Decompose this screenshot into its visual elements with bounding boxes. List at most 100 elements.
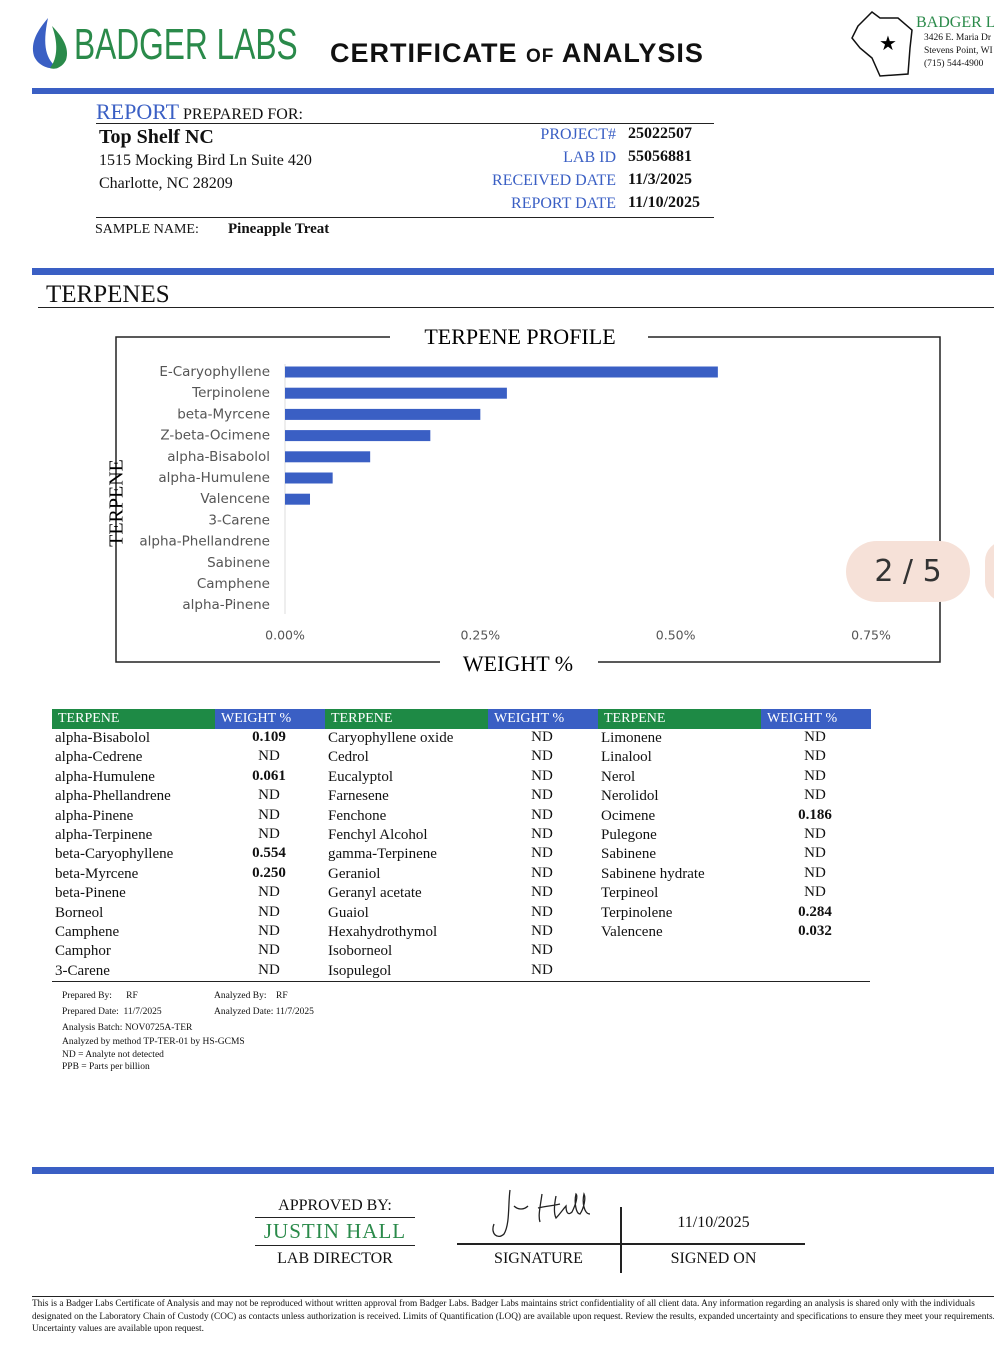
terpene-weight: ND [804, 884, 826, 901]
svg-text:★: ★ [879, 31, 897, 55]
bar [285, 408, 481, 420]
y-tick-label: Z-beta-Ocimene [160, 428, 270, 444]
addr-line: (715) 544-4900 [924, 59, 984, 69]
terpene-weight: ND [531, 748, 553, 765]
field-value: 25022507 [628, 125, 692, 142]
terpene-weight: ND [804, 845, 826, 862]
sample-label: SAMPLE NAME: [95, 222, 199, 237]
pager[interactable]: 2 / 5 [846, 541, 970, 602]
y-tick-label: alpha-Phellandrene [139, 534, 270, 550]
terpene-weight: 0.284 [798, 903, 832, 920]
terpene-weight: ND [531, 961, 553, 978]
terpene-name: Limonene [601, 730, 662, 746]
terpene-name: Borneol [55, 904, 104, 921]
terpene-weight: ND [531, 903, 553, 920]
client-address: Charlotte, NC 28209 [99, 175, 233, 192]
field-label: RECEIVED DATE [492, 172, 616, 189]
signed-on-label: SIGNED ON [670, 1250, 757, 1267]
note-line: Analyzed by method TP-TER-01 by HS-GCMS [62, 1037, 245, 1047]
terpene-name: Sabinene hydrate [601, 865, 705, 882]
terpene-name: Linalool [601, 749, 652, 766]
note-value: RF [126, 991, 138, 1001]
terpene-name: Geraniol [328, 865, 381, 882]
approver-name: JUSTIN HALL [263, 1219, 407, 1243]
terpene-weight: ND [258, 787, 280, 804]
terpene-name: Guaiol [328, 904, 369, 921]
terpene-weight: ND [531, 884, 553, 901]
terpene-name: alpha-Pinene [55, 807, 134, 824]
terpene-name: Caryophyllene oxide [328, 730, 454, 746]
field-value: 55056881 [628, 148, 692, 165]
terpene-name: beta-Caryophyllene [55, 846, 174, 863]
rule [96, 217, 714, 218]
title-part: ANALYSIS [561, 38, 704, 68]
terpene-name: Nerolidol [601, 788, 659, 805]
terpene-name: alpha-Terpinene [55, 827, 153, 843]
note-lines: Analyzed by method TP-TER-01 by HS-GCMS … [62, 1036, 245, 1074]
terpene-name: alpha-Phellandrene [55, 788, 171, 805]
terpene-weight: 0.250 [252, 864, 286, 881]
pager-next[interactable] [985, 541, 994, 602]
y-tick-label: alpha-Bisabolol [167, 449, 270, 465]
addr-line: Stevens Point, WI [924, 46, 993, 56]
x-tick-label: 0.50% [656, 628, 696, 643]
terpene-weight: ND [531, 864, 553, 881]
terpene-weight: ND [531, 923, 553, 939]
note-label: Prepared Date: [62, 1007, 119, 1017]
terpene-weight: ND [531, 942, 553, 959]
signature-image [492, 1189, 591, 1238]
rule [96, 123, 714, 124]
band [32, 1167, 994, 1174]
y-axis-label: TERPENE [106, 459, 128, 547]
bar [285, 472, 333, 484]
terpene-name: 3-Carene [55, 962, 110, 979]
disclaimer: This is a Badger Labs Certificate of Ana… [32, 1299, 994, 1334]
report-word: REPORT [96, 99, 180, 124]
addr-line: 3426 E. Maria Dr [924, 33, 992, 43]
bar [285, 366, 718, 378]
note: Prepared By: RF [62, 988, 138, 1004]
terpene-name: Terpineol [601, 885, 659, 902]
chart-frame [115, 336, 941, 663]
terpene-weight: ND [531, 845, 553, 862]
rule [255, 1245, 415, 1246]
terpene-weight: ND [804, 767, 826, 784]
terpene-name: Farnesene [328, 788, 389, 805]
terpene-name: Eucalyptol [328, 768, 393, 785]
terpene-name: Valencene [601, 924, 663, 940]
terpene-name: Ocimene [601, 807, 656, 824]
note-label: Analyzed By: [214, 991, 267, 1001]
terpene-weight: 0.032 [798, 923, 832, 939]
chart-title: TERPENE PROFILE [424, 324, 615, 349]
terpene-weight: ND [804, 729, 826, 745]
title-part: OF [526, 46, 555, 67]
note-value: 11/7/2025 [275, 1007, 314, 1017]
approved-by: APPROVED BY: [278, 1197, 392, 1214]
table-header: WEIGHT % [488, 709, 598, 729]
bar [285, 493, 311, 505]
y-tick-label: Sabinene [207, 555, 270, 571]
terpene-name: Fenchone [328, 807, 387, 824]
rule [457, 1243, 805, 1245]
y-tick-label: alpha-Humulene [158, 470, 270, 486]
terpene-name: Terpinolene [601, 904, 673, 921]
field-value: 11/10/2025 [628, 194, 701, 211]
note-value: 11/7/2025 [123, 1007, 162, 1017]
title-part: CERTIFICATE [330, 38, 518, 68]
note-value: RF [276, 991, 288, 1001]
note-value: NOV0725A-TER [124, 1023, 193, 1033]
terpene-weight: ND [531, 806, 553, 823]
y-tick-label: E-Caryophyllene [159, 364, 270, 380]
terpene-weight: ND [258, 903, 280, 920]
rule [32, 1296, 994, 1297]
doc-title: CERTIFICATE OF ANALYSIS [330, 38, 704, 69]
section-title: TERPENES [46, 281, 170, 308]
band [32, 88, 994, 94]
terpene-name: Pulegone [601, 827, 657, 843]
note: Analyzed Date: 11/7/2025 [214, 1004, 314, 1020]
field-label: REPORT DATE [511, 195, 616, 212]
report-heading: REPORT PREPARED FOR: [96, 99, 303, 125]
x-tick-label: 0.75% [851, 628, 891, 643]
table-header: WEIGHT % [761, 709, 871, 729]
